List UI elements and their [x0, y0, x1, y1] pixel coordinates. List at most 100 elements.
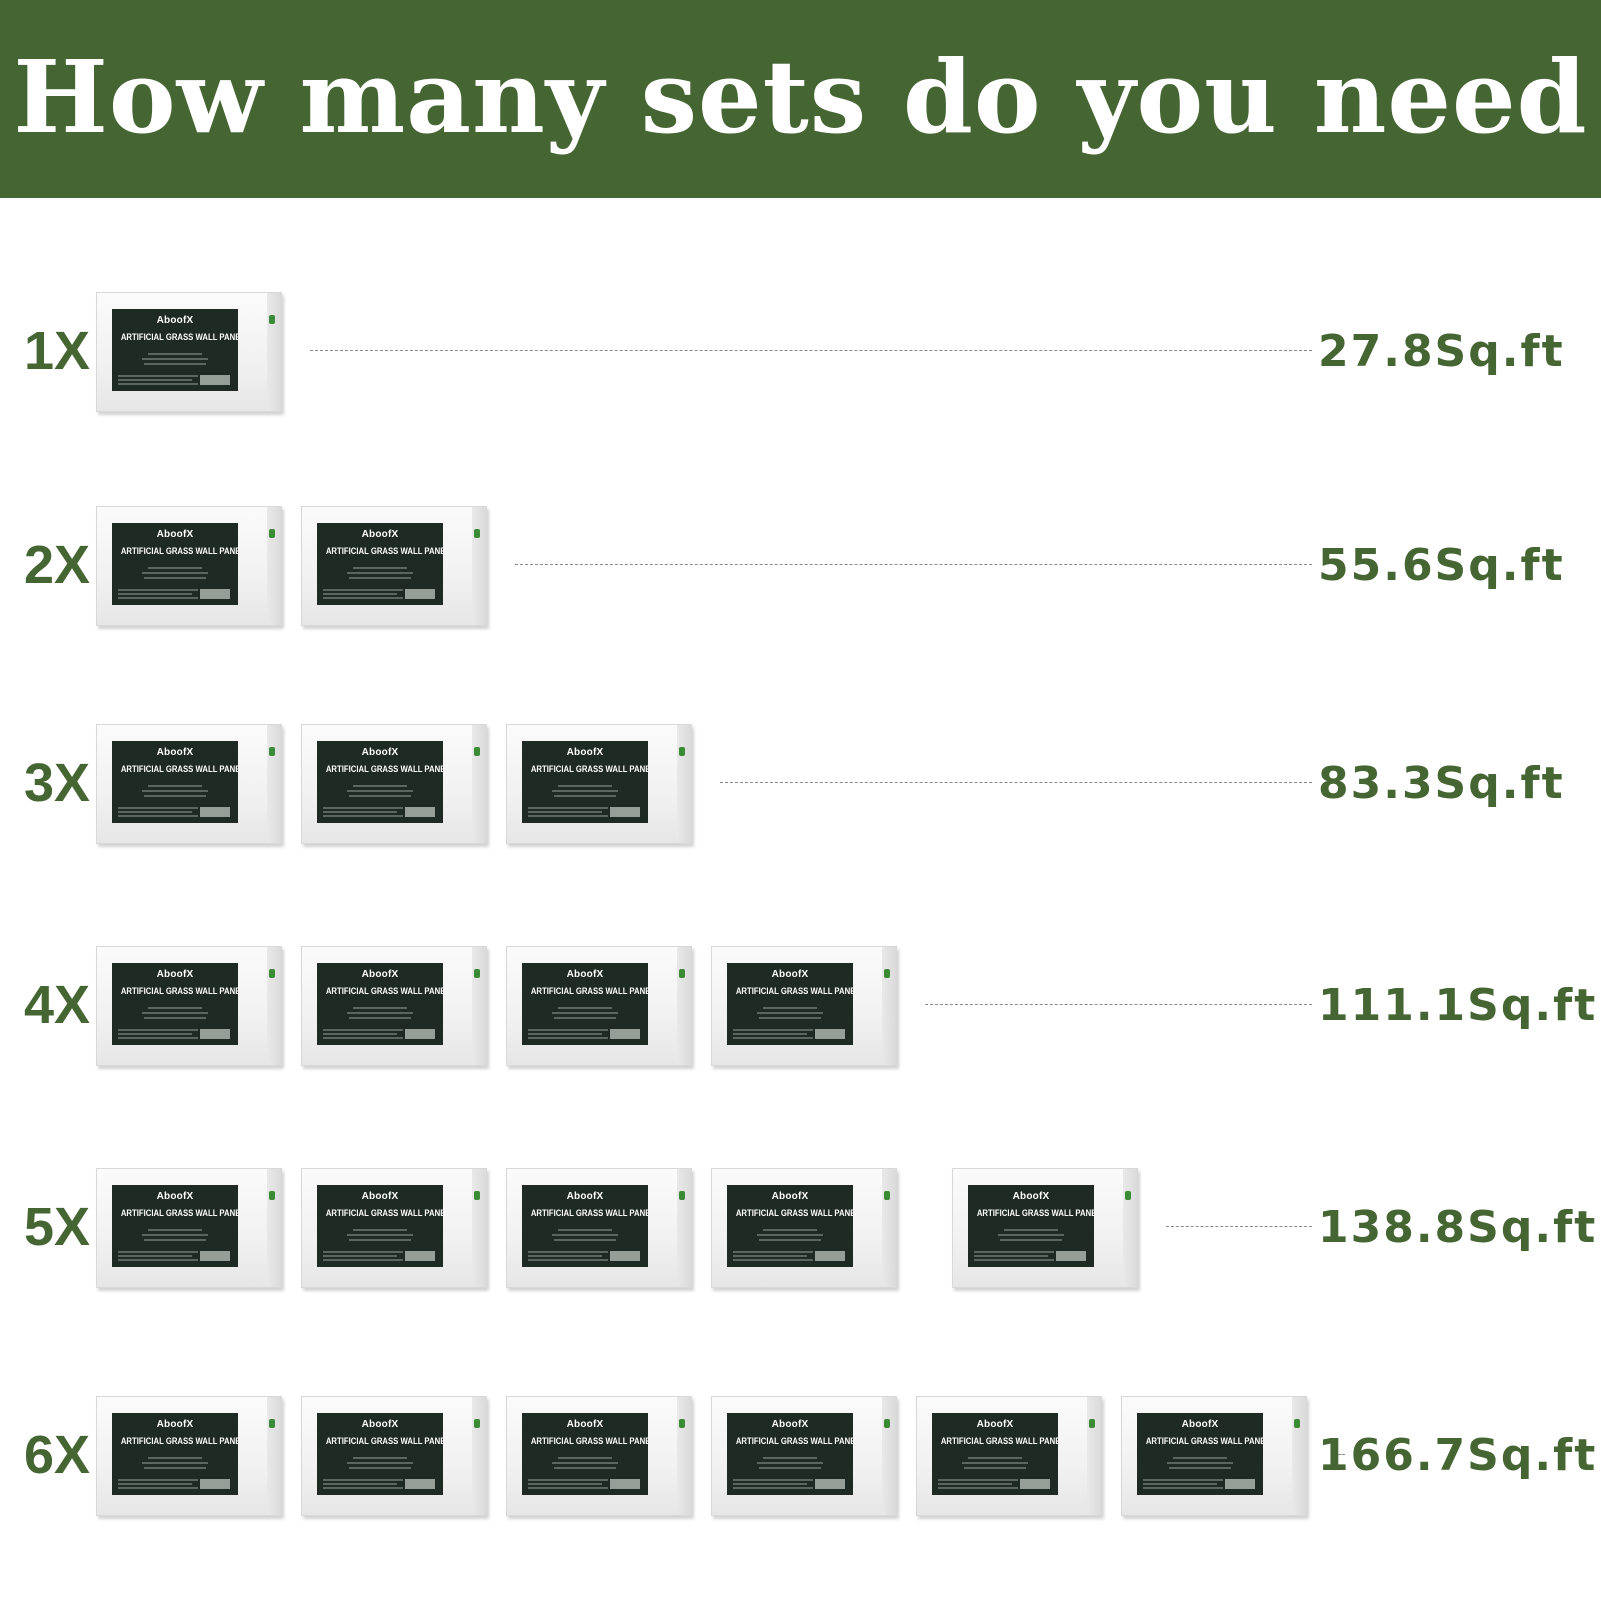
- fine-print: [323, 1479, 403, 1481]
- set-row: 2X AboofX ARTIFICIAL GRASS WALL PANELS Aboo…: [0, 500, 1601, 630]
- fine-print: [757, 1234, 823, 1236]
- fine-print: [323, 589, 403, 591]
- dashed-leader-line: [925, 1004, 1312, 1005]
- certification-badge: [815, 1479, 845, 1489]
- clip-icon: [884, 969, 890, 978]
- fine-print: [118, 811, 192, 813]
- fine-print: [118, 589, 198, 591]
- fine-print: [552, 790, 618, 792]
- fine-print: [733, 1251, 813, 1253]
- product-name: ARTIFICIAL GRASS WALL PANELS: [120, 764, 238, 774]
- product-name: ARTIFICIAL GRASS WALL PANELS: [530, 986, 648, 996]
- fine-print: [733, 1483, 807, 1485]
- box-label: AboofX ARTIFICIAL GRASS WALL PANELS: [317, 741, 443, 823]
- clip-icon: [884, 1419, 890, 1428]
- certification-badge: [1225, 1479, 1255, 1489]
- brand-name: AboofX: [156, 529, 194, 540]
- brand-name: AboofX: [156, 315, 194, 326]
- coverage-area: 83.3Sq.ft: [1318, 757, 1565, 809]
- product-box: AboofX ARTIFICIAL GRASS WALL PANELS: [96, 946, 282, 1066]
- fine-print: [528, 1029, 608, 1031]
- fine-print: [118, 379, 192, 381]
- dashed-leader-line: [720, 782, 1312, 783]
- brand-name: AboofX: [771, 969, 809, 980]
- product-name: ARTIFICIAL GRASS WALL PANELS: [735, 1436, 853, 1446]
- fine-print: [938, 1479, 1018, 1481]
- box-label: AboofX ARTIFICIAL GRASS WALL PANELS: [522, 741, 648, 823]
- product-box: AboofX ARTIFICIAL GRASS WALL PANELS: [96, 506, 282, 626]
- brand-name: AboofX: [566, 969, 604, 980]
- product-name: ARTIFICIAL GRASS WALL PANELS: [325, 1208, 443, 1218]
- fine-print: [347, 790, 413, 792]
- quantity-label: 2X: [23, 535, 91, 595]
- fine-print: [974, 1259, 1054, 1261]
- brand-name: AboofX: [976, 1419, 1014, 1430]
- coverage-area: 166.7Sq.ft: [1318, 1429, 1598, 1481]
- product-box: AboofX ARTIFICIAL GRASS WALL PANELS: [301, 946, 487, 1066]
- set-row: 6X AboofX ARTIFICIAL GRASS WALL PANELS Aboo…: [0, 1390, 1601, 1520]
- fine-print: [964, 1467, 1026, 1469]
- fine-print: [118, 1487, 198, 1489]
- fine-print: [1173, 1457, 1227, 1459]
- fine-print: [1000, 1239, 1062, 1241]
- fine-print: [323, 807, 403, 809]
- brand-name: AboofX: [566, 747, 604, 758]
- product-box: AboofX ARTIFICIAL GRASS WALL PANELS: [916, 1396, 1102, 1516]
- clip-icon: [269, 969, 275, 978]
- fine-print: [353, 1457, 407, 1459]
- fine-print: [528, 807, 608, 809]
- fine-print: [118, 1483, 192, 1485]
- quantity-label: 3X: [23, 753, 91, 813]
- fine-print: [554, 795, 616, 797]
- page-title: How many sets do you need: [13, 38, 1588, 156]
- product-box: AboofX ARTIFICIAL GRASS WALL PANELS: [1121, 1396, 1307, 1516]
- product-box: AboofX ARTIFICIAL GRASS WALL PANELS: [301, 1168, 487, 1288]
- clip-icon: [269, 1191, 275, 1200]
- fine-print: [554, 1239, 616, 1241]
- fine-print: [552, 1012, 618, 1014]
- clip-icon: [679, 1419, 685, 1428]
- brand-name: AboofX: [361, 747, 399, 758]
- product-name: ARTIFICIAL GRASS WALL PANELS: [735, 1208, 853, 1218]
- product-name: ARTIFICIAL GRASS WALL PANELS: [325, 546, 443, 556]
- fine-print: [733, 1037, 813, 1039]
- fine-print: [938, 1487, 1018, 1489]
- clip-icon: [1125, 1191, 1131, 1200]
- fine-print: [974, 1251, 1054, 1253]
- product-box: AboofX ARTIFICIAL GRASS WALL PANELS: [952, 1168, 1138, 1288]
- set-row: 5X AboofX ARTIFICIAL GRASS WALL PANELS Aboo…: [0, 1162, 1601, 1292]
- brand-name: AboofX: [361, 529, 399, 540]
- fine-print: [144, 1467, 206, 1469]
- fine-print: [733, 1259, 813, 1261]
- fine-print: [118, 1037, 198, 1039]
- brand-name: AboofX: [566, 1419, 604, 1430]
- brand-name: AboofX: [566, 1191, 604, 1202]
- fine-print: [353, 567, 407, 569]
- clip-icon: [269, 747, 275, 756]
- product-name: ARTIFICIAL GRASS WALL PANELS: [735, 986, 853, 996]
- clip-icon: [474, 747, 480, 756]
- clip-icon: [679, 969, 685, 978]
- fine-print: [552, 1234, 618, 1236]
- fine-print: [733, 1029, 813, 1031]
- dashed-leader-line: [1166, 1226, 1312, 1227]
- certification-badge: [200, 1029, 230, 1039]
- certification-badge: [610, 1251, 640, 1261]
- fine-print: [142, 358, 208, 360]
- product-name: ARTIFICIAL GRASS WALL PANELS: [325, 986, 443, 996]
- box-label: AboofX ARTIFICIAL GRASS WALL PANELS: [317, 1185, 443, 1267]
- fine-print: [968, 1457, 1022, 1459]
- brand-name: AboofX: [771, 1191, 809, 1202]
- fine-print: [1143, 1483, 1217, 1485]
- fine-print: [558, 785, 612, 787]
- fine-print: [148, 567, 202, 569]
- certification-badge: [405, 589, 435, 599]
- fine-print: [558, 1457, 612, 1459]
- set-row: 4X AboofX ARTIFICIAL GRASS WALL PANELS Aboo…: [0, 940, 1601, 1070]
- fine-print: [558, 1229, 612, 1231]
- dashed-leader-line: [515, 564, 1312, 565]
- product-name: ARTIFICIAL GRASS WALL PANELS: [1145, 1436, 1263, 1446]
- certification-badge: [610, 1479, 640, 1489]
- certification-badge: [200, 589, 230, 599]
- quantity-label: 4X: [23, 975, 91, 1035]
